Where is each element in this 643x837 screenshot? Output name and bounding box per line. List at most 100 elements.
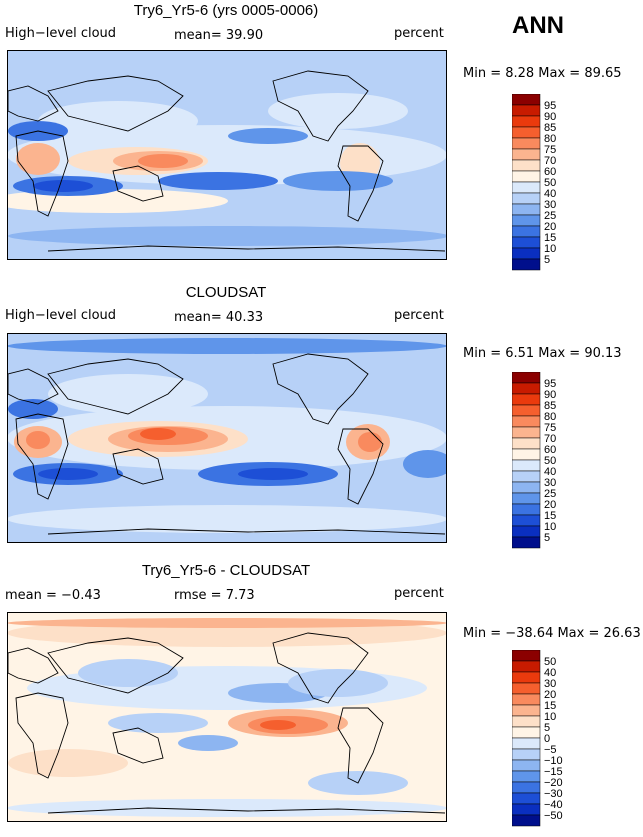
contour-region	[7, 505, 447, 533]
colorbar-swatch	[511, 148, 541, 161]
colorbar-tick-label: 25	[544, 210, 556, 222]
contour-region	[138, 154, 188, 168]
colorbar-tick-label: 25	[544, 488, 556, 500]
panel-2-min-max: Min = 6.51 Max = 90.13	[463, 346, 622, 361]
coastline	[15, 130, 69, 217]
panel-2-units-label: percent	[394, 308, 444, 323]
colorbar-swatch	[511, 671, 541, 684]
panel-1-colorbar: 95 90 85 80 75 70 60 50 40 30 25 20 15 10 5	[511, 93, 592, 277]
coastline	[337, 145, 384, 222]
colorbar-swatch	[511, 693, 541, 706]
panel-1-min-max: Min = 8.28 Max = 89.65	[463, 66, 622, 81]
colorbar-tick-label: 90	[544, 111, 556, 123]
contour-region	[7, 338, 447, 354]
colorbar-tick-label: −30	[544, 788, 563, 800]
colorbar-tick-label: 5	[544, 254, 550, 266]
panel-1-map	[0, 50, 448, 260]
contour-region	[403, 450, 453, 478]
colorbar-swatch	[511, 181, 541, 194]
colorbar-swatch	[511, 448, 541, 461]
contour-region	[26, 431, 50, 449]
colorbar-swatch	[511, 514, 541, 527]
panel-1-variable-label: High−level cloud	[5, 26, 117, 41]
panel-3-rmse-label: rmse = 7.73	[174, 588, 255, 603]
colorbar-swatch	[511, 192, 541, 205]
contour-region	[288, 669, 388, 697]
colorbar-tick-label: 20	[544, 499, 556, 511]
colorbar-swatch	[511, 93, 541, 106]
coastline	[15, 413, 69, 500]
coastline	[112, 165, 164, 202]
contour-region	[8, 749, 128, 777]
colorbar-swatch	[511, 225, 541, 238]
coastline	[47, 75, 184, 132]
coastline	[47, 358, 184, 415]
contour-region	[108, 713, 208, 733]
panel-2-colorbar: 95 90 85 80 75 70 60 50 40 30 25 20 15 10 5	[511, 371, 592, 555]
colorbar-swatch	[511, 214, 541, 227]
colorbar-swatch	[511, 748, 541, 761]
colorbar-swatch	[511, 371, 541, 384]
colorbar-tick-label: 40	[544, 667, 556, 679]
contour-region	[48, 374, 208, 414]
contour-region	[260, 720, 296, 730]
colorbar-swatch	[511, 203, 541, 216]
coastline	[47, 528, 446, 535]
colorbar-tick-label: 80	[544, 411, 556, 423]
colorbar-tick-label: 85	[544, 122, 556, 134]
colorbar-tick-label: 30	[544, 477, 556, 489]
coastline	[337, 707, 384, 784]
colorbar-tick-label: 20	[544, 689, 556, 701]
contour-region	[8, 226, 448, 246]
panel-3-colorbar: 50 40 30 20 15 10 5 0 −5 −10 −15 −20 −30 −40 −50	[511, 649, 592, 833]
colorbar-swatch	[511, 704, 541, 717]
colorbar-swatch	[511, 792, 541, 805]
colorbar-tick-label: 50	[544, 656, 556, 668]
contour-region	[228, 128, 308, 144]
contour-region	[178, 735, 238, 751]
colorbar-tick-label: −20	[544, 777, 563, 789]
colorbar-tick-label: 5	[544, 722, 550, 734]
colorbar-swatch	[511, 393, 541, 406]
colorbar-swatch	[511, 159, 541, 172]
colorbar-swatch	[511, 770, 541, 783]
colorbar-tick-label: 75	[544, 144, 556, 156]
colorbar-swatch	[511, 236, 541, 249]
colorbar-swatch	[511, 481, 541, 494]
colorbar-tick-label: 75	[544, 422, 556, 434]
panel-3-min-max: Min = −38.64 Max = 26.63	[463, 626, 641, 641]
colorbar-tick-label: 10	[544, 243, 556, 255]
coastline	[272, 632, 369, 704]
contour-region	[38, 101, 198, 141]
colorbar-swatch	[511, 404, 541, 417]
colorbar-swatch	[511, 426, 541, 439]
colorbar-tick-label: −10	[544, 755, 563, 767]
colorbar-tick-label: 95	[544, 378, 556, 390]
colorbar-tick-label: 80	[544, 133, 556, 145]
coastline	[112, 727, 164, 764]
colorbar-swatch	[511, 503, 541, 516]
colorbar-tick-label: 90	[544, 389, 556, 401]
coastline	[112, 448, 164, 485]
panel-3-title: Try6_Yr5-6 - CLOUDSAT	[141, 562, 311, 579]
colorbar-tick-label: 15	[544, 700, 556, 712]
colorbar-tick-label: 60	[544, 166, 556, 178]
coastline	[7, 647, 59, 684]
contour-region	[140, 428, 176, 440]
coastline	[7, 85, 59, 122]
colorbar-swatch	[511, 258, 541, 271]
colorbar-tick-label: −15	[544, 766, 563, 778]
colorbar-tick-label: 95	[544, 100, 556, 112]
contour-region	[38, 468, 98, 480]
colorbar-swatch	[511, 759, 541, 772]
colorbar-swatch	[511, 781, 541, 794]
colorbar-swatch	[511, 437, 541, 450]
contour-region	[8, 399, 58, 419]
colorbar-swatch	[511, 126, 541, 139]
coastline	[272, 70, 369, 142]
colorbar-swatch	[511, 737, 541, 750]
colorbar-tick-label: 10	[544, 711, 556, 723]
contour-region	[358, 432, 382, 452]
colorbar-tick-label: 5	[544, 532, 550, 544]
colorbar-swatch	[511, 382, 541, 395]
